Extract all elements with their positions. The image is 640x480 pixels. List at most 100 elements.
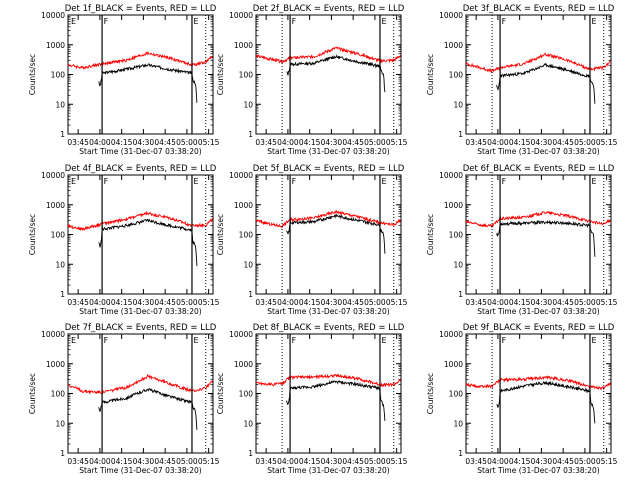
x-tick-label: 04:15: [509, 138, 531, 147]
series-events-line: [286, 54, 386, 93]
x-tick-label: 04:45: [154, 457, 176, 466]
y-tick-label: 100: [239, 71, 254, 80]
x-tick-label: 04:00: [277, 138, 299, 147]
y-axis-label: Counts/sec: [216, 214, 225, 255]
y-axis-label: Counts/sec: [28, 54, 37, 95]
x-tick-label: 05:00: [176, 298, 198, 307]
x-tick-label: 04:15: [299, 138, 321, 147]
y-tick-label: 1: [60, 290, 65, 299]
y-tick-label: 100: [51, 390, 66, 399]
x-tick-label: 05:00: [364, 138, 386, 147]
panel-1: Det 1f_BLACK = Events, RED = LLD Counts/s…: [28, 4, 220, 156]
x-tick-label: 03:45: [67, 457, 89, 466]
x-tick-label: 05:15: [386, 138, 408, 147]
panel-5: Det 5f_BLACK = Events, RED = LLD Counts/s…: [216, 164, 408, 316]
y-tick-label: 1000: [46, 41, 65, 50]
y-tick-label: 10000: [41, 330, 65, 339]
series-events-line: [495, 63, 596, 104]
series-lld-line: [256, 46, 401, 65]
plot-frame: [67, 174, 214, 295]
x-tick-label: 05:15: [596, 298, 618, 307]
x-axis-label: Start Time (31-Dec-07 03:38:20): [79, 466, 201, 475]
x-tick-label: 04:45: [342, 457, 364, 466]
y-tick-label: 10000: [229, 11, 253, 20]
panel-title: Det 2f_BLACK = Events, RED = LLD: [253, 4, 405, 14]
x-tick-label: 04:30: [321, 298, 343, 307]
y-tick-label: 10000: [439, 11, 463, 20]
y-tick-label: 1000: [444, 360, 463, 369]
y-tick-label: 1000: [234, 201, 253, 210]
x-tick-label: 03:45: [465, 298, 487, 307]
mode-marker-label: E: [193, 17, 198, 26]
x-tick-label: 04:15: [299, 457, 321, 466]
x-tick-label: 03:45: [465, 138, 487, 147]
x-axis-label: Start Time (31-Dec-07 03:38:20): [267, 466, 389, 475]
x-axis-label: Start Time (31-Dec-07 03:38:20): [477, 147, 599, 156]
mode-marker-label: F: [104, 17, 109, 26]
plot-frame: [255, 14, 402, 135]
panel-4: Det 4f_BLACK = Events, RED = LLD Counts/s…: [28, 164, 220, 316]
y-tick-label: 1: [60, 449, 65, 458]
mode-marker-label: E: [193, 177, 198, 186]
x-tick-label: 05:00: [574, 457, 596, 466]
y-tick-label: 10000: [41, 171, 65, 180]
x-tick-label: 04:30: [133, 138, 155, 147]
x-tick-label: 05:00: [574, 298, 596, 307]
y-tick-label: 100: [449, 231, 464, 240]
x-tick-label: 04:30: [321, 457, 343, 466]
plot-frame: [465, 14, 612, 135]
x-tick-label: 04:30: [531, 298, 553, 307]
y-tick-label: 1000: [46, 360, 65, 369]
series-events-line: [496, 219, 596, 257]
x-tick-label: 04:45: [342, 138, 364, 147]
x-tick-label: 05:00: [574, 138, 596, 147]
series-lld-line: [68, 373, 213, 395]
y-tick-label: 100: [449, 390, 464, 399]
x-tick-label: 04:00: [89, 457, 111, 466]
mode-marker-label: F: [104, 336, 109, 345]
y-tick-label: 100: [51, 71, 66, 80]
mode-marker-label: F: [502, 177, 507, 186]
mode-marker-label: E: [381, 336, 386, 345]
y-axis-label: Counts/sec: [216, 54, 225, 95]
y-tick-label: 1000: [444, 41, 463, 50]
panel-title: Det 9f_BLACK = Events, RED = LLD: [463, 323, 615, 333]
panel-title: Det 4f_BLACK = Events, RED = LLD: [65, 164, 217, 174]
plot-frame: [67, 14, 214, 135]
x-tick-label: 03:45: [67, 298, 89, 307]
y-tick-label: 1: [458, 130, 463, 139]
x-tick-label: 04:30: [531, 457, 553, 466]
mode-marker-label: E: [71, 177, 76, 186]
x-tick-label: 05:00: [364, 298, 386, 307]
y-tick-label: 10: [453, 260, 463, 269]
x-tick-label: 04:45: [342, 298, 364, 307]
y-tick-label: 1: [458, 290, 463, 299]
x-tick-label: 04:15: [111, 138, 133, 147]
y-tick-label: 10: [55, 100, 65, 109]
x-tick-label: 04:30: [321, 138, 343, 147]
series-events-line: [98, 388, 198, 430]
x-tick-label: 05:15: [386, 457, 408, 466]
plot-frame: [255, 174, 402, 295]
panel-title: Det 7f_BLACK = Events, RED = LLD: [65, 323, 217, 333]
y-tick-label: 10000: [439, 171, 463, 180]
mode-marker-label: E: [71, 17, 76, 26]
x-tick-label: 04:00: [89, 298, 111, 307]
y-tick-label: 1: [248, 449, 253, 458]
x-axis-label: Start Time (31-Dec-07 03:38:20): [477, 307, 599, 316]
x-tick-label: 04:30: [133, 298, 155, 307]
series-events-line: [285, 380, 386, 421]
x-tick-label: 03:45: [255, 138, 277, 147]
y-tick-label: 1: [458, 449, 463, 458]
x-tick-label: 03:45: [465, 457, 487, 466]
y-tick-label: 10: [55, 419, 65, 428]
y-tick-label: 10: [453, 419, 463, 428]
mode-marker-label: F: [502, 17, 507, 26]
series-events-line: [98, 63, 198, 103]
x-tick-label: 04:45: [552, 138, 574, 147]
y-tick-label: 10000: [229, 330, 253, 339]
y-tick-label: 10000: [439, 330, 463, 339]
x-axis-label: Start Time (31-Dec-07 03:38:20): [79, 307, 201, 316]
x-tick-label: 04:15: [111, 457, 133, 466]
